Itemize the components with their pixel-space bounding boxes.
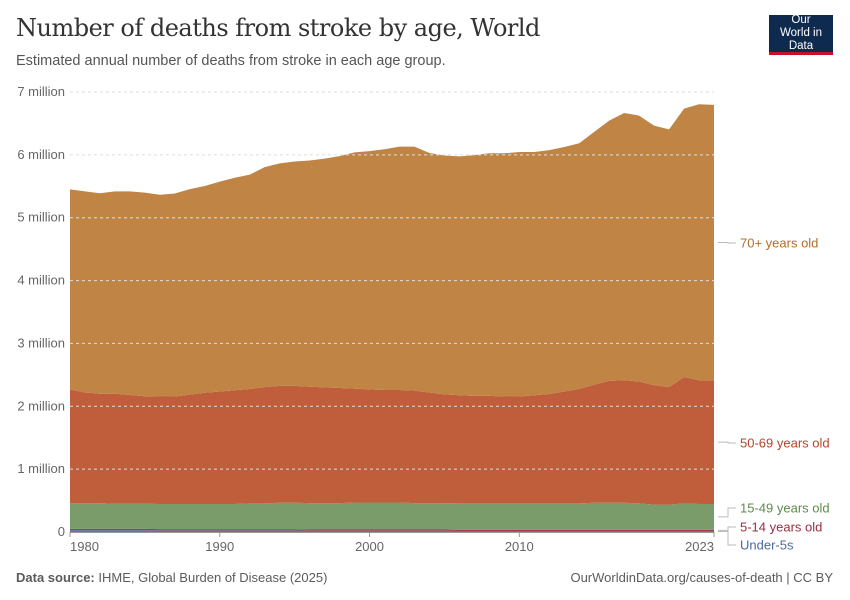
label-connector [718,531,736,546]
chart-subtitle: Estimated annual number of deaths from s… [16,53,446,69]
y-tick-label: 4 million [17,273,65,288]
chart-title: Number of deaths from stroke by age, Wor… [16,14,540,42]
y-tick-label: 0 [58,524,65,539]
y-tick-label: 1 million [17,461,65,476]
y-tick-label: 5 million [17,210,65,225]
x-tick-label: 1980 [70,539,99,554]
y-tick-label: 6 million [17,147,65,162]
label-connector [718,526,736,531]
source-text: IHME, Global Burden of Disease (2025) [98,570,328,585]
source-label: Data source: [16,570,95,585]
label-connector [718,507,736,518]
series-label: 15-49 years old [740,501,830,516]
series-label: 5-14 years old [740,520,822,535]
series-label: 50-69 years old [740,436,830,451]
logo-text: Our World in Data [780,14,822,52]
area-5-14-years-old [70,528,714,532]
x-tick-label: 2023 [685,539,714,554]
data-source: Data source: IHME, Global Burden of Dise… [16,570,327,585]
credit-link[interactable]: OurWorldinData.org/causes-of-death | CC … [570,570,833,585]
stacked-area-chart: 0 1 million 2 million 3 million 4 million 5 m… [17,84,830,554]
owid-logo[interactable]: Our World in Data [769,14,833,55]
label-connector [718,441,736,444]
y-tick-label: 7 million [17,84,65,99]
series-label: Under-5s [740,538,794,553]
area-50-69-years-old [70,377,714,505]
y-tick-label: 3 million [17,335,65,350]
area-15-49-years-old [70,502,714,530]
area-under-5s [70,530,714,532]
x-tick-label: 1990 [205,539,234,554]
series-label: 70+ years old [740,236,818,251]
x-tick-label: 2010 [505,539,534,554]
y-tick-label: 2 million [17,398,65,413]
area-70-years-old [70,104,714,397]
x-tick-label: 2000 [355,539,384,554]
